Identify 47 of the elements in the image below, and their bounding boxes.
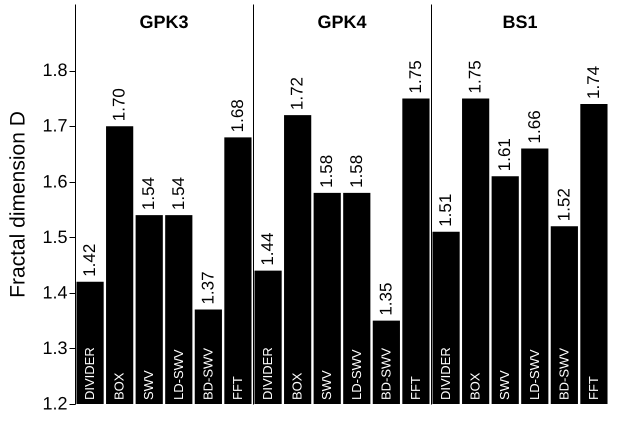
data-label: 1.70 (110, 88, 129, 122)
x-tick-label: SWV (141, 370, 156, 400)
data-label: 1.42 (80, 244, 100, 277)
data-label: 1.54 (139, 177, 158, 210)
x-tick-label: BD-SWV (200, 348, 216, 400)
data-label: 1.58 (317, 154, 336, 188)
data-label: 1.75 (466, 60, 485, 94)
data-label: 1.35 (376, 282, 396, 316)
data-label: 1.72 (288, 77, 307, 110)
data-label: 1.75 (406, 60, 425, 94)
data-label: 1.44 (258, 232, 278, 266)
x-tick-label: BOX (468, 372, 483, 400)
y-tick-label: 1.5 (42, 226, 68, 247)
data-label: 1.66 (524, 110, 544, 144)
data-label: 1.54 (168, 177, 188, 210)
x-tick-label: LD-SWV (348, 349, 364, 400)
x-tick-label: LD-SWV (526, 349, 542, 400)
x-tick-label: BD-SWV (556, 348, 572, 400)
x-tick-label: SWV (497, 370, 512, 400)
data-label: 1.74 (584, 66, 603, 99)
y-tick-label: 1.4 (42, 282, 68, 302)
x-tick-label: FFT (408, 376, 423, 400)
data-label: 1.37 (198, 271, 218, 305)
data-label: 1.61 (495, 138, 514, 172)
x-tick-label: FFT (230, 376, 245, 400)
data-label: 1.68 (228, 99, 247, 132)
x-tick-label: DIVIDER (82, 347, 98, 400)
chart-title: GPK4 (317, 12, 367, 32)
x-tick-label: BD-SWV (378, 348, 394, 400)
x-tick-label: BOX (290, 372, 305, 400)
y-tick-label: 1.8 (42, 60, 68, 80)
data-label: 1.58 (346, 154, 366, 188)
y-tick-label: 1.2 (42, 394, 68, 414)
x-tick-label: LD-SWV (170, 349, 186, 400)
x-tick-label: FFT (586, 376, 601, 400)
data-label: 1.52 (554, 188, 574, 222)
x-tick-label: DIVIDER (260, 347, 276, 400)
x-tick-label: DIVIDER (438, 347, 454, 400)
y-tick-label: 1.3 (42, 338, 68, 358)
y-tick-label: 1.7 (42, 116, 68, 136)
x-tick-label: SWV (319, 370, 334, 400)
data-label: 1.51 (436, 194, 456, 227)
y-axis-title: Fractal dimension D (6, 111, 30, 298)
y-tick-label: 1.6 (42, 171, 68, 192)
chart-title: BS1 (502, 12, 538, 32)
x-tick-label: BOX (112, 372, 127, 400)
chart-title: GPK3 (139, 12, 189, 32)
